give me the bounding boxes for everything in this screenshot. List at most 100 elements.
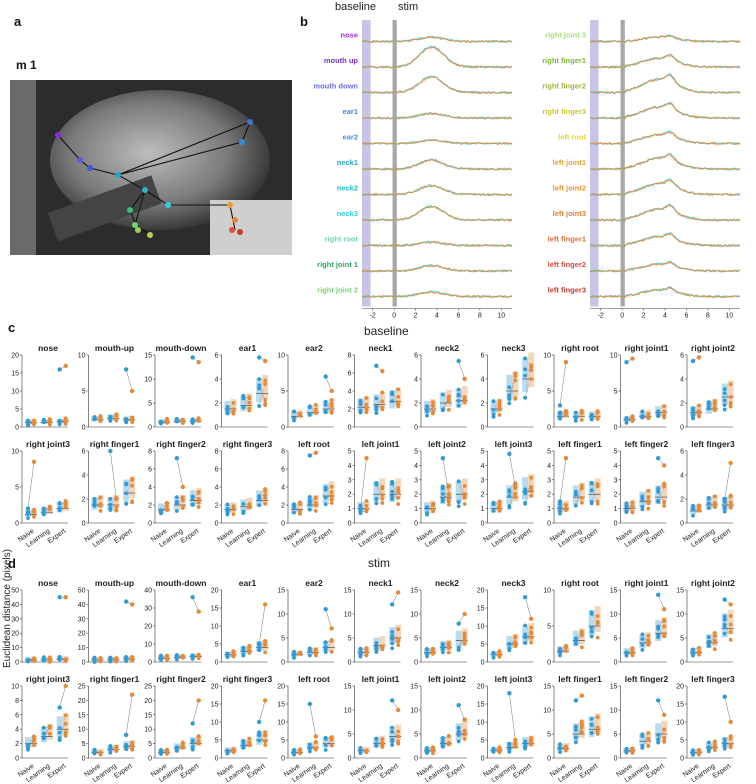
data-point-learning <box>257 645 262 650</box>
data-point-expert <box>646 744 651 749</box>
pair-line <box>27 739 35 750</box>
data-point-expert <box>728 503 733 508</box>
pair-line <box>509 636 516 649</box>
data-point-learning <box>691 648 695 653</box>
data-point-learning <box>292 649 296 654</box>
data-point-learning <box>691 408 695 413</box>
y-tick-label: 6 <box>15 712 19 719</box>
data-point-learning <box>323 399 328 404</box>
data-point-learning <box>456 393 461 398</box>
y-tick-label: 3 <box>614 477 618 484</box>
data-point-learning <box>257 733 262 737</box>
pair-line <box>642 734 649 747</box>
pose-skeleton-image <box>10 80 292 255</box>
data-point-expert <box>364 646 369 650</box>
subplot-title: neck2 <box>435 343 459 353</box>
data-point-expert <box>513 491 518 496</box>
data-point-learning <box>190 494 195 499</box>
data-point-expert <box>263 733 268 738</box>
pair-line <box>524 365 532 376</box>
pair-line <box>94 501 101 512</box>
data-point-learning <box>92 502 97 507</box>
y-tick-label: 6 <box>281 467 285 474</box>
y-tick-label: 5 <box>547 624 551 631</box>
data-point-expert <box>329 484 334 489</box>
pair-line <box>325 399 332 413</box>
data-point-expert <box>712 748 717 753</box>
outlier-learning <box>374 363 379 368</box>
outlier-learning <box>624 360 629 365</box>
pair-line <box>258 490 266 506</box>
data-point-learning <box>374 645 379 650</box>
data-point-learning <box>390 646 395 651</box>
data-point-expert <box>47 658 52 663</box>
data-point-expert <box>728 637 733 642</box>
data-point-expert <box>712 408 717 412</box>
x-category-label: Expert <box>512 528 533 545</box>
data-point-expert <box>329 490 334 494</box>
data-point-learning <box>41 725 46 730</box>
data-point-learning <box>507 494 512 498</box>
y-tick-label: 2 <box>348 492 352 499</box>
data-point-expert <box>728 401 733 405</box>
data-point-expert <box>529 489 534 494</box>
data-point-learning <box>225 408 230 413</box>
y-tick-label: 5 <box>481 642 485 649</box>
data-point-expert <box>595 619 600 624</box>
data-point-expert <box>298 751 302 756</box>
outlier-line <box>657 594 665 610</box>
trace-label: right joint 3 <box>545 31 586 40</box>
data-point-learning <box>159 747 163 752</box>
box-learning <box>490 400 497 414</box>
y-tick-label: 0 <box>481 521 485 528</box>
data-point-learning <box>323 743 328 748</box>
data-point-learning <box>92 658 97 663</box>
data-point-expert <box>697 410 701 415</box>
y-tick-label: 0 <box>348 756 352 763</box>
box-expert <box>297 502 303 512</box>
data-point-expert <box>431 508 435 513</box>
data-point-expert <box>380 407 385 412</box>
data-point-learning <box>456 725 461 730</box>
y-tick-label: 20 <box>144 698 152 705</box>
data-point-expert <box>380 390 385 395</box>
data-point-learning <box>390 489 395 494</box>
data-point-expert <box>329 735 334 739</box>
outlier-expert <box>63 363 68 368</box>
data-point-expert <box>497 745 502 750</box>
subplot-title: left finger1 <box>558 674 602 684</box>
data-point-expert <box>263 730 268 735</box>
data-point-expert <box>231 504 236 509</box>
data-point-learning <box>440 740 445 744</box>
data-point-learning <box>573 636 578 641</box>
pair-line <box>192 736 199 748</box>
box-learning <box>655 723 662 741</box>
trace-line-expert <box>361 46 513 69</box>
trace-column-0: nose mouth up mouth down ear1 ear2 neck1 neck2… <box>313 20 513 320</box>
subplot-right-joint1: right joint1 0 5 10 <box>610 343 669 432</box>
data-point-learning <box>323 502 328 507</box>
y-tick-label: 0 <box>481 660 485 667</box>
data-point-expert <box>130 743 135 748</box>
y-tick-label: 8 <box>15 698 19 705</box>
data-point-expert <box>396 400 401 404</box>
trace-line-expert <box>361 205 513 222</box>
y-tick-label: 0 <box>348 425 352 432</box>
data-point-expert <box>298 748 302 753</box>
data-point-learning <box>323 409 328 414</box>
y-tick-label: 0 <box>148 425 152 432</box>
data-point-expert <box>114 412 119 417</box>
outlier-line <box>559 458 567 502</box>
subplot-title: left finger2 <box>625 674 669 684</box>
box-expert <box>262 374 269 400</box>
data-point-expert <box>196 490 201 495</box>
data-point-learning <box>257 377 262 381</box>
data-point-expert <box>380 399 385 404</box>
y-tick-label: 2 <box>481 492 485 499</box>
trace-line-expert <box>589 204 741 222</box>
data-point-expert <box>313 410 318 415</box>
trace-label: ear2 <box>343 133 358 142</box>
data-point-expert <box>263 739 268 744</box>
trace-label: neck3 <box>337 209 358 218</box>
